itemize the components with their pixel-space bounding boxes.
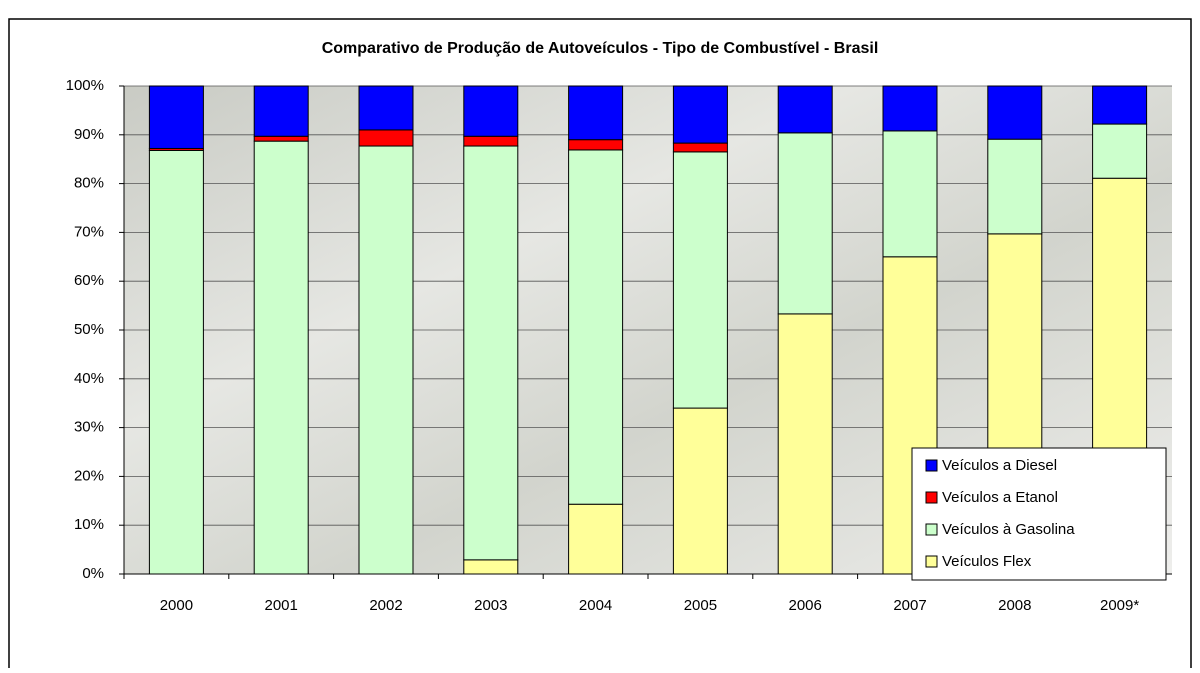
bar-segment — [568, 139, 624, 151]
x-tick-label: 2002 — [369, 597, 402, 614]
bar-segment — [777, 313, 833, 575]
bar-segment — [568, 503, 624, 575]
bar-segment — [987, 85, 1043, 140]
legend-swatch — [925, 491, 938, 504]
bar-segment — [463, 85, 519, 137]
bar-segment — [358, 145, 414, 575]
legend-swatch — [925, 459, 938, 472]
y-tick-label: 10% — [74, 516, 104, 533]
legend-label: Veículos Flex — [942, 553, 1032, 570]
bar-segment — [1092, 123, 1148, 179]
y-tick-label: 70% — [74, 223, 104, 240]
bar-segment — [358, 85, 414, 131]
bar-segment — [672, 407, 728, 575]
bar-segment — [358, 129, 414, 147]
bar-segment — [987, 138, 1043, 235]
bar-segment — [568, 85, 624, 141]
y-tick-label: 100% — [66, 77, 104, 94]
bar-segment — [1092, 85, 1148, 125]
x-tick-label: 2005 — [684, 597, 717, 614]
y-tick-label: 50% — [74, 321, 104, 338]
x-tick-label: 2003 — [474, 597, 507, 614]
bar-segment — [463, 145, 519, 561]
bar-segment — [672, 142, 728, 153]
x-tick-label: 2006 — [789, 597, 822, 614]
bar-segment — [672, 85, 728, 144]
y-tick-label: 20% — [74, 467, 104, 484]
x-tick-label: 2009* — [1100, 597, 1139, 614]
bar-segment — [568, 149, 624, 505]
legend-swatch — [925, 523, 938, 536]
bar-segment — [253, 140, 309, 575]
x-tick-label: 2004 — [579, 597, 612, 614]
bar-segment — [253, 85, 309, 137]
legend-box — [911, 447, 1167, 581]
bar-segment — [882, 85, 938, 132]
bar-segment — [148, 85, 204, 149]
y-tick-label: 30% — [74, 419, 104, 436]
bar-segment — [463, 559, 519, 575]
bar-segment — [463, 135, 519, 147]
legend-label: Veículos à Gasolina — [942, 521, 1075, 538]
bar-segment — [672, 151, 728, 409]
bar-segment — [253, 135, 309, 142]
bar-segment — [882, 130, 938, 258]
x-tick-label: 2000 — [160, 597, 193, 614]
bar-segment — [777, 132, 833, 315]
chart-title: Comparativo de Produção de Autoveículos … — [322, 40, 879, 57]
bar-segment — [148, 149, 204, 575]
y-tick-label: 60% — [74, 272, 104, 289]
bar-segment — [777, 85, 833, 134]
legend-swatch — [925, 555, 938, 568]
legend-label: Veículos a Diesel — [942, 457, 1057, 474]
x-tick-label: 2001 — [265, 597, 298, 614]
y-tick-label: 80% — [74, 175, 104, 192]
legend-label: Veículos a Etanol — [942, 489, 1058, 506]
x-tick-label: 2008 — [998, 597, 1031, 614]
x-tick-label: 2007 — [893, 597, 926, 614]
y-tick-label: 40% — [74, 370, 104, 387]
y-tick-label: 90% — [74, 126, 104, 143]
y-tick-label: 0% — [82, 565, 104, 582]
